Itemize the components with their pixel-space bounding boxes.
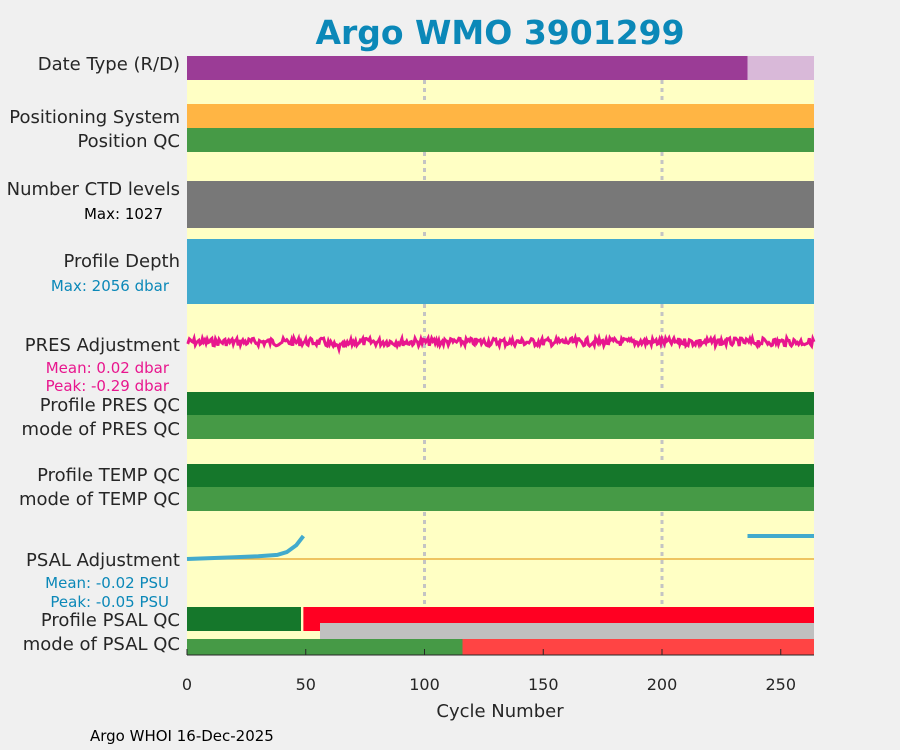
ctd-levels-bar: [187, 181, 814, 228]
x-tick-label-50: 50: [296, 675, 316, 694]
mode-pres-qc-bar-0: [187, 415, 814, 439]
profile-pres-qc-bar-0: [187, 392, 814, 415]
profile-temp-qc-bar-0: [187, 464, 814, 487]
profile-depth-bar: [187, 239, 814, 304]
label-pres-peak: Peak: -0.29 dbar: [46, 377, 170, 395]
label-ctd-max: Max: 1027: [84, 205, 163, 223]
data-marks: [186, 56, 816, 655]
mode-psal-qc-bar-0: [187, 639, 463, 655]
label-psal-mean: Mean: -0.02 PSU: [45, 574, 169, 592]
chart-title: Argo WMO 3901299: [315, 13, 684, 52]
label-psal-adjustment: PSAL Adjustment: [26, 550, 180, 571]
label-mode-psal-qc: mode of PSAL QC: [23, 634, 180, 655]
pres-adjustment-line: [186, 332, 816, 356]
x-tick-label-0: 0: [182, 675, 192, 694]
label-mode-temp-qc: mode of TEMP QC: [19, 489, 180, 510]
date-type-bar-0: [187, 56, 748, 80]
label-profile-temp-qc: Profile TEMP QC: [37, 465, 180, 486]
mode-temp-qc-bar-0: [187, 487, 814, 511]
label-mode-pres-qc: mode of PRES QC: [22, 419, 180, 440]
position-qc-bar-0: [187, 128, 814, 152]
label-depth-max: Max: 2056 dbar: [51, 277, 170, 295]
label-position-qc: Position QC: [77, 131, 180, 152]
row-labels: Date Type (R/D) Positioning System Posit…: [7, 54, 180, 655]
x-tick-label-100: 100: [409, 675, 440, 694]
label-psal-peak: Peak: -0.05 PSU: [50, 593, 169, 611]
label-positioning-system: Positioning System: [9, 107, 180, 128]
profile-psal-qc-bar-0: [187, 607, 301, 631]
label-profile-depth: Profile Depth: [63, 251, 180, 272]
grid-lines: [423, 56, 664, 655]
mode-psal-qc-bar-1: [462, 639, 814, 655]
x-axis-label: Cycle Number: [436, 701, 564, 722]
label-profile-psal-qc: Profile PSAL QC: [41, 610, 180, 631]
positioning-system-bar-0: [187, 104, 814, 128]
label-date-type: Date Type (R/D): [38, 54, 180, 75]
label-profile-pres-qc: Profile PRES QC: [40, 395, 180, 416]
x-tick-label-200: 200: [647, 675, 678, 694]
label-pres-mean: Mean: 0.02 dbar: [46, 359, 170, 377]
footer-credit: Argo WHOI 16-Dec-2025: [90, 727, 274, 745]
x-tick-label-250: 250: [765, 675, 796, 694]
psal-adjustment-line: [186, 534, 305, 561]
psal-qc-gray-band-0: [320, 623, 814, 639]
x-axis-ticks: 0 50 100 150 200 250: [182, 649, 796, 694]
date-type-bar-1: [747, 56, 814, 80]
label-ctd-levels: Number CTD levels: [7, 179, 180, 200]
label-pres-adjustment: PRES Adjustment: [25, 335, 180, 356]
plot-background: [187, 56, 814, 655]
x-tick-label-150: 150: [528, 675, 559, 694]
